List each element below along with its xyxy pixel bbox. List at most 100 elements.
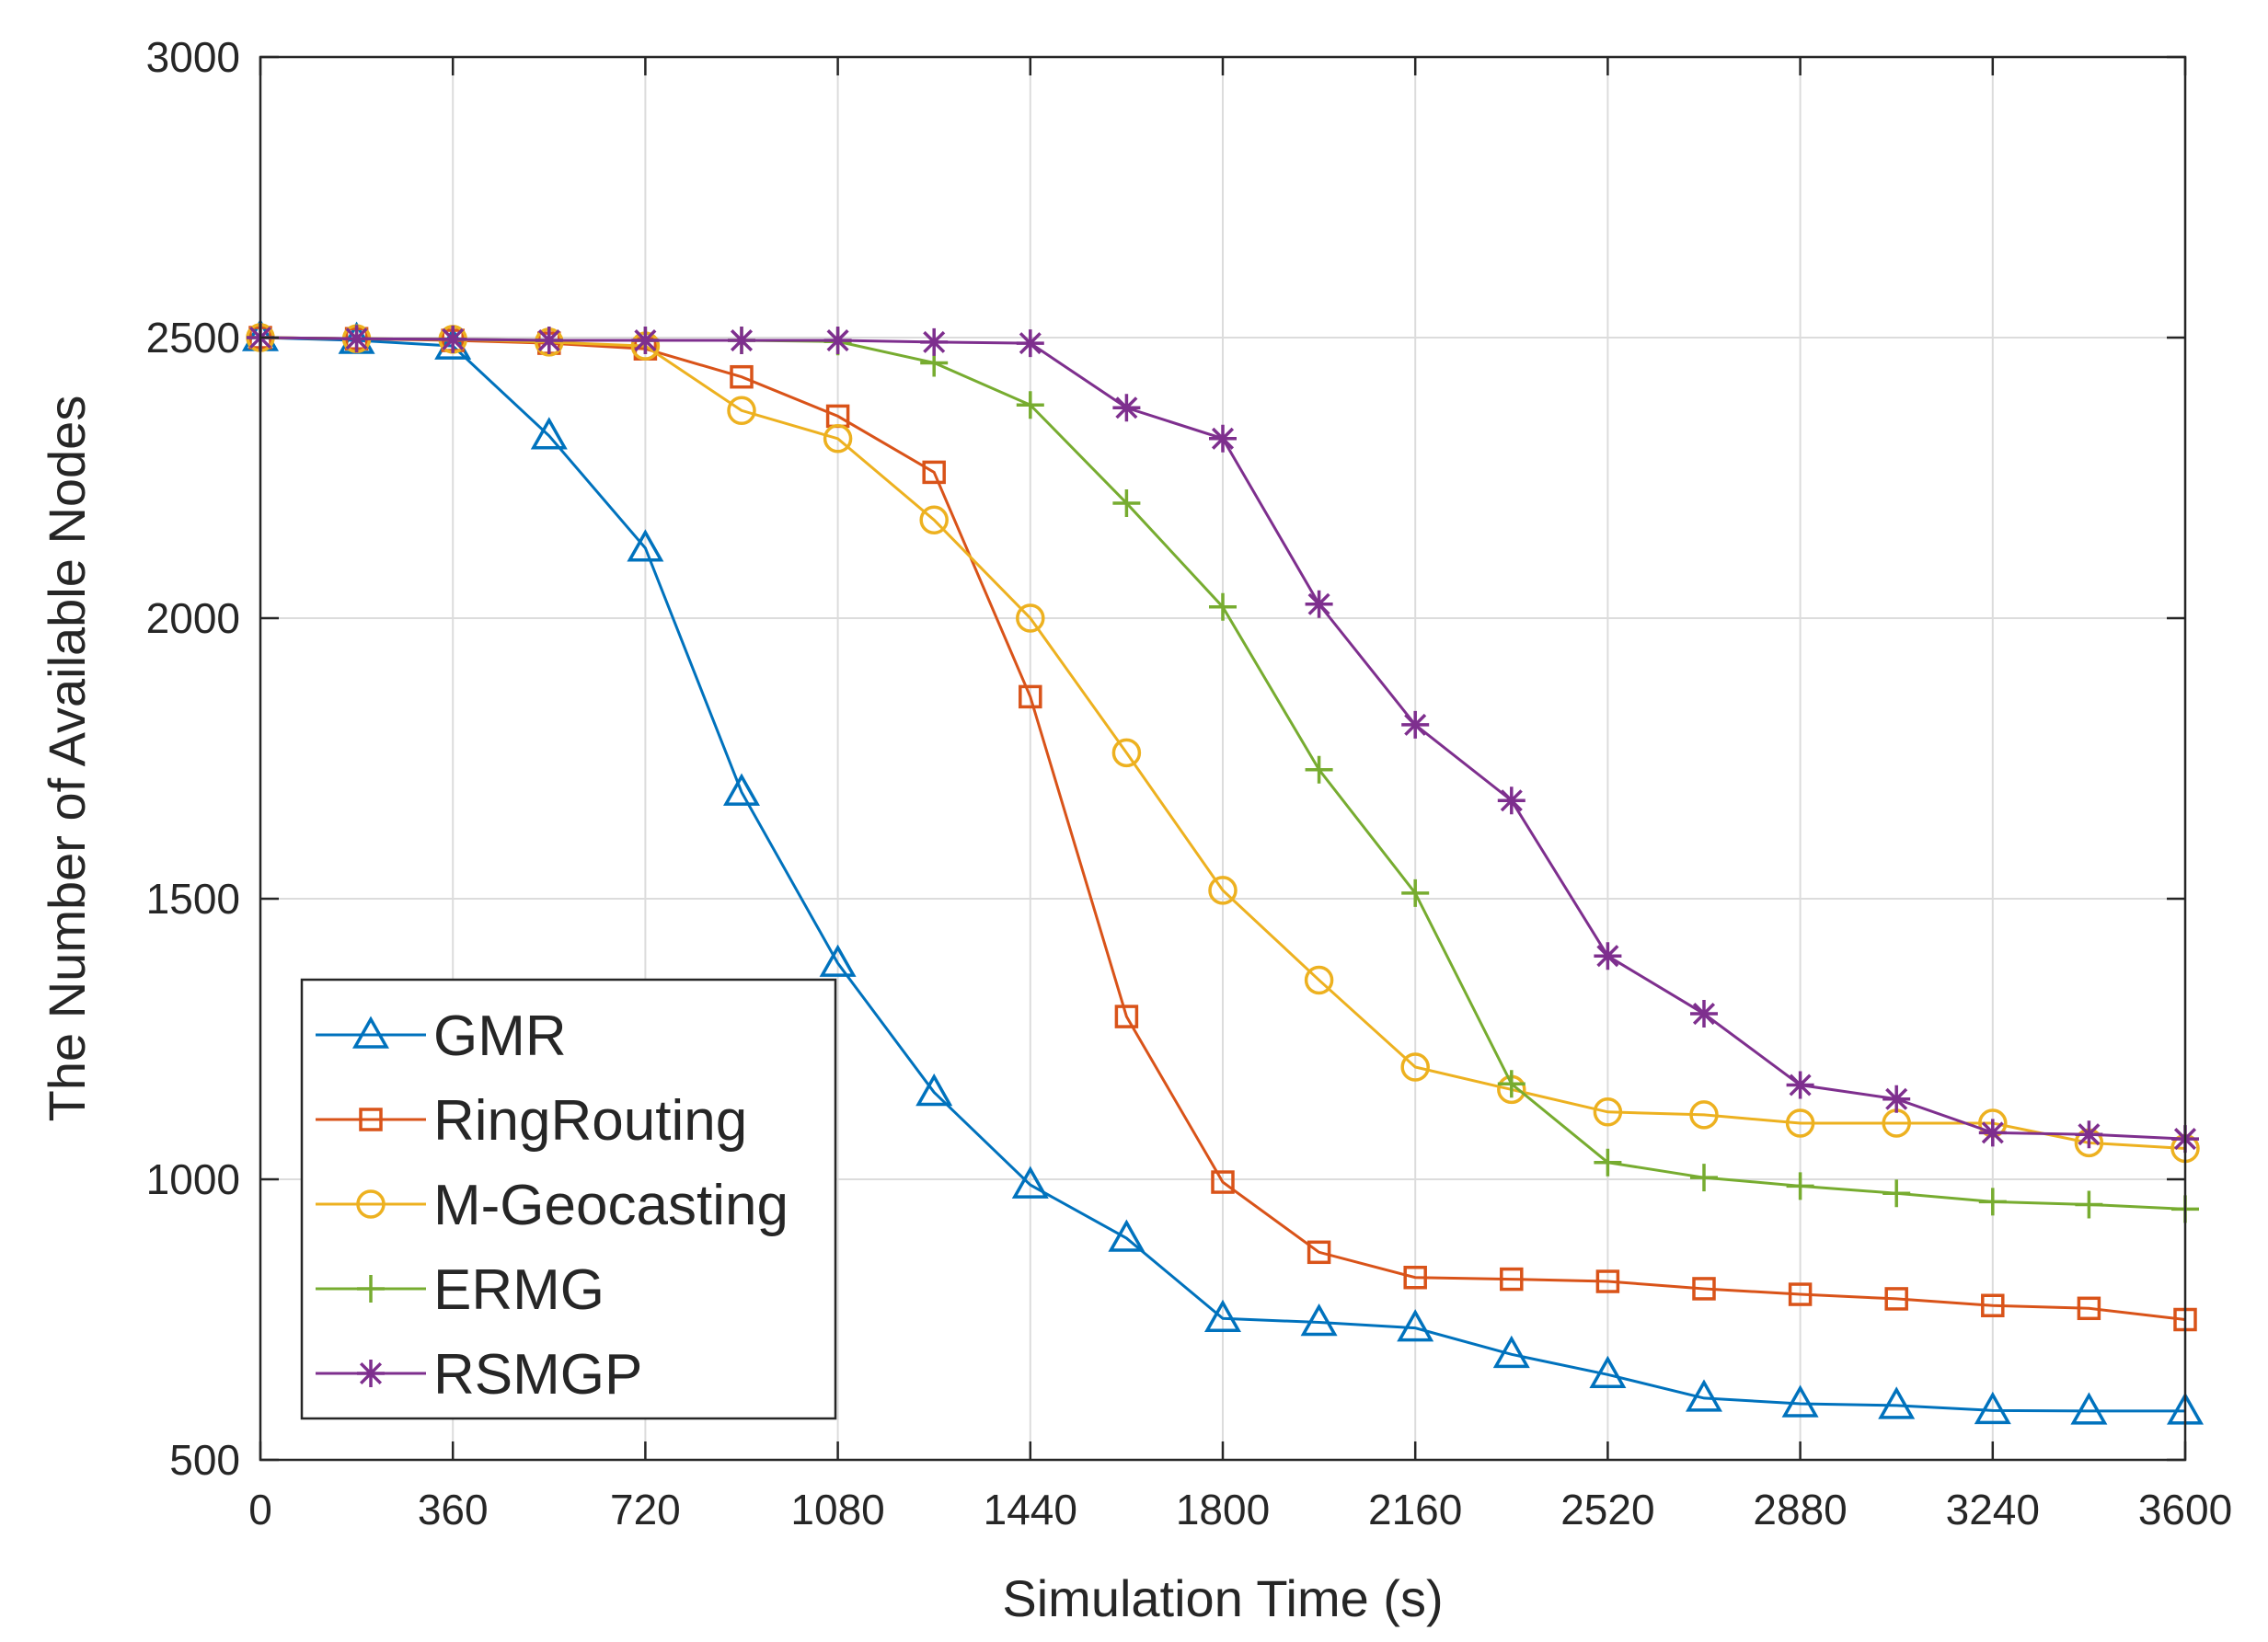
data-point: [2070, 1392, 2108, 1425]
series-line-gmr: [259, 336, 2185, 1413]
x-axis-label: Simulation Time (s): [1002, 1569, 1443, 1627]
data-point: [1978, 1188, 2007, 1216]
data-point: [1884, 1287, 1908, 1311]
data-point: [1692, 1277, 1716, 1301]
data-point: [1203, 1299, 1242, 1333]
data-point: [1401, 710, 1430, 739]
legend-marker: [359, 1108, 383, 1131]
data-point: [2075, 1190, 2103, 1219]
x-tick-label: 720: [610, 1486, 681, 1533]
data-point: [1397, 1309, 1434, 1342]
data-point: [1401, 878, 1430, 907]
y-tick-label: 1000: [146, 1155, 240, 1203]
data-point: [1307, 1240, 1331, 1265]
data-point: [1690, 1164, 1718, 1192]
legend-label: RSMGP: [433, 1343, 642, 1407]
series-line-ringrouting: [259, 336, 2186, 1321]
data-point: [1403, 1266, 1427, 1290]
data-point: [1111, 738, 1142, 768]
data-point: [530, 417, 568, 450]
data-point: [727, 396, 756, 426]
data-point: [1882, 1179, 1911, 1208]
data-point: [920, 327, 949, 356]
data-point: [1981, 1293, 2005, 1317]
data-point: [1978, 1119, 2007, 1147]
data-point: [1011, 1165, 1049, 1199]
data-point: [915, 1073, 953, 1107]
y-axis-label: The Number of Available Nodes: [38, 396, 96, 1122]
x-tick-label: 2880: [1753, 1486, 1847, 1533]
data-point: [1300, 1303, 1338, 1337]
data-point: [627, 529, 664, 562]
data-point: [1112, 488, 1141, 517]
x-tick-label: 2520: [1560, 1486, 1654, 1533]
data-point: [2077, 1296, 2101, 1321]
data-point: [1500, 1267, 1524, 1292]
data-point: [823, 424, 853, 454]
data-point: [1689, 1100, 1719, 1130]
x-tick-label: 3240: [1946, 1486, 2040, 1533]
x-tick-label: 3600: [2138, 1486, 2232, 1533]
y-tick-label: 2000: [146, 594, 240, 642]
legend-marker: [357, 1275, 385, 1303]
data-point: [439, 325, 467, 353]
y-tick-label: 1500: [146, 875, 240, 923]
legend-marker: [357, 1360, 385, 1387]
legend-entry: RingRouting: [316, 1089, 747, 1153]
x-tick-label: 1080: [790, 1486, 884, 1533]
data-point: [1785, 1108, 1815, 1138]
data-point: [1016, 391, 1044, 419]
data-point: [922, 460, 946, 485]
data-point: [1497, 787, 1525, 815]
data-point: [1878, 1386, 1916, 1419]
legend-marker: [351, 1016, 390, 1049]
data-point: [728, 327, 755, 355]
y-tick-label: 2500: [146, 314, 240, 362]
legend-label: RingRouting: [433, 1089, 747, 1153]
legend-entry: RSMGP: [316, 1343, 642, 1407]
data-point: [819, 944, 857, 977]
data-point: [1114, 1005, 1139, 1028]
legend-label: GMR: [433, 1005, 567, 1068]
data-point: [1209, 592, 1237, 621]
legend-entry: M-Geocasting: [316, 1174, 789, 1237]
data-point: [730, 364, 754, 389]
data-point: [1305, 590, 1333, 618]
data-point: [1786, 1172, 1814, 1200]
data-point: [1685, 1379, 1723, 1412]
data-point: [1016, 329, 1044, 358]
data-point: [1112, 394, 1141, 422]
series-layer: [241, 318, 2205, 1425]
data-point: [1019, 684, 1042, 709]
x-tick-label: 0: [248, 1486, 272, 1533]
data-point: [342, 325, 371, 353]
axis-ticks: 0 360 720 1080 1440 1800 2160 2520 2880 3240 3600 5…: [146, 33, 2233, 1533]
legend-marker: [356, 1189, 386, 1219]
x-tick-label: 360: [418, 1486, 489, 1533]
data-point: [1781, 1384, 1819, 1418]
data-point: [1016, 603, 1045, 633]
data-point: [2075, 1120, 2103, 1149]
data-point: [1595, 1269, 1620, 1293]
legend: GMR RingRouting M-Geocasting ERMG RSMGP: [300, 978, 837, 1420]
legend-label: ERMG: [433, 1258, 604, 1322]
data-point: [1305, 755, 1333, 784]
data-point: [722, 773, 761, 806]
data-point: [631, 327, 660, 355]
data-point: [1208, 876, 1238, 905]
data-point: [1690, 1000, 1718, 1028]
data-point: [1492, 1335, 1530, 1369]
data-point: [1211, 1170, 1235, 1194]
x-tick-label: 2160: [1368, 1486, 1462, 1533]
data-point: [1304, 965, 1334, 995]
data-point: [919, 505, 949, 534]
data-point: [1497, 1070, 1525, 1098]
series-line-m-geocasting: [259, 336, 2186, 1150]
data-point: [1209, 424, 1237, 453]
data-point: [1589, 1355, 1627, 1389]
legend-entry: GMR: [316, 1005, 567, 1068]
legend-label: M-Geocasting: [433, 1174, 789, 1237]
x-tick-label: 1440: [984, 1486, 1077, 1533]
data-point: [1108, 1219, 1146, 1252]
